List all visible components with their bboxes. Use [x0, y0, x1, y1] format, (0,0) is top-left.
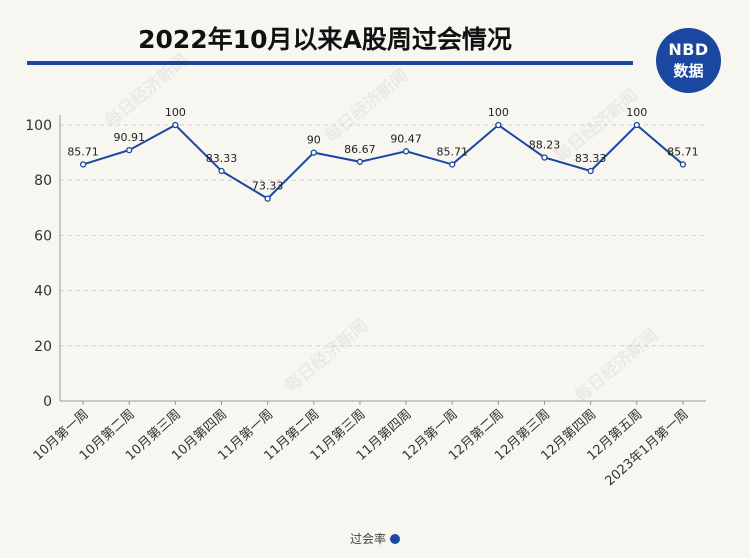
y-tick-labels: 0 20 40 60 80 100 — [25, 118, 52, 410]
y-tick-label: 40 — [34, 284, 52, 300]
y-tick-label: 20 — [34, 339, 52, 355]
logo-line2: 数据 — [673, 62, 704, 80]
data-label: 85.71 — [67, 145, 99, 158]
watermark-text: 每日经济新闻 — [101, 50, 193, 132]
y-tick-label: 80 — [34, 173, 52, 189]
data-point — [402, 148, 410, 155]
data-point — [126, 146, 133, 154]
chart-title: 2022年10月以来A股周过会情况 — [138, 25, 512, 54]
gridlines — [60, 124, 706, 347]
y-tick-label: 60 — [34, 228, 52, 244]
data-label: 100 — [626, 106, 647, 119]
legend: 过会率 — [0, 530, 750, 547]
x-tick-labels: 10月第一周10月第二周10月第三周10月第四周11月第一周11月第二周11月第… — [31, 401, 692, 489]
data-label: 73.33 — [252, 180, 284, 193]
data-label: 85.71 — [667, 145, 699, 158]
data-point — [172, 121, 179, 129]
nbd-logo: NBD 数据 — [656, 28, 721, 93]
watermark-text: 每日经济新闻 — [571, 325, 663, 407]
data-point — [541, 154, 548, 161]
title-underline — [27, 61, 633, 65]
data-point — [218, 167, 225, 175]
data-label: 100 — [165, 106, 186, 119]
data-label: 90.47 — [390, 132, 422, 145]
data-point — [679, 161, 687, 168]
data-label: 83.33 — [206, 152, 238, 165]
logo-line1: NBD — [668, 40, 709, 59]
data-label: 100 — [488, 106, 509, 119]
data-label: 86.67 — [344, 143, 376, 156]
data-label: 88.23 — [529, 138, 561, 151]
data-point — [633, 121, 640, 129]
data-point — [495, 121, 502, 129]
series-layer: 85.71 90.91 100 83.33 73.33 90 86.67 90.47 85.71… — [67, 106, 699, 202]
data-label: 83.33 — [575, 152, 607, 165]
data-point — [449, 161, 456, 168]
legend-marker — [390, 533, 400, 544]
x-tick-label: 2023年1月第一周 — [603, 407, 692, 489]
data-label: 90 — [307, 134, 321, 147]
data-label: 85.71 — [436, 145, 468, 158]
data-point — [356, 158, 364, 165]
series-line — [82, 123, 684, 200]
data-point — [79, 161, 87, 168]
data-label: 90.91 — [113, 131, 145, 144]
watermark-text: 每日经济新闻 — [281, 315, 373, 397]
data-point — [264, 195, 271, 202]
y-tick-label: 0 — [43, 394, 52, 410]
data-point — [587, 167, 594, 175]
legend-label: 过会率 — [349, 532, 386, 546]
y-tick-label: 100 — [25, 118, 52, 134]
data-point — [310, 149, 317, 156]
axes — [59, 115, 706, 402]
